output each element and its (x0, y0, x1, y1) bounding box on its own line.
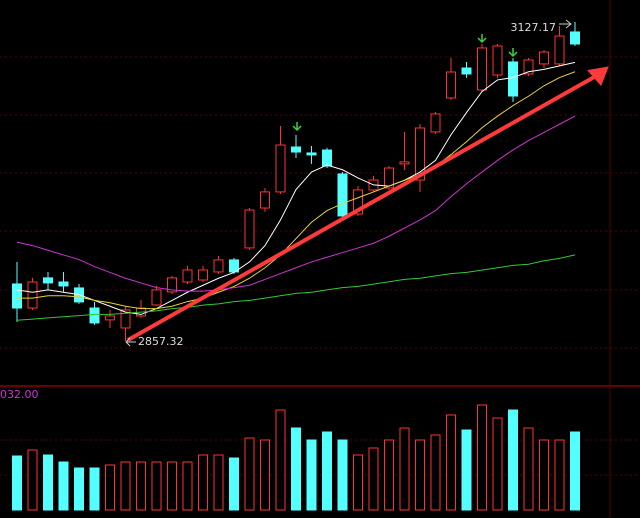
volume-bar (291, 427, 301, 511)
volume-bar (89, 467, 100, 511)
volume-bar (229, 457, 239, 511)
volume-bar (105, 464, 115, 511)
candle-body (275, 144, 286, 193)
volume-bar (27, 449, 38, 511)
volume-bar (198, 454, 208, 511)
volume-bar (74, 467, 84, 511)
volume-bar (322, 431, 332, 511)
volume-bar (477, 404, 487, 511)
volume-bar (415, 439, 425, 511)
volume-bar (337, 439, 348, 511)
volume-bar (151, 461, 162, 511)
volume-bar (58, 461, 69, 511)
volume-bar (244, 437, 255, 511)
candle-body (120, 309, 131, 329)
volume-bar (492, 417, 503, 511)
candle-body (539, 51, 549, 65)
volume-bar (384, 439, 394, 511)
volume-bar (446, 414, 456, 511)
volume-bar (461, 429, 472, 511)
candle-body (89, 307, 100, 324)
volume-bar (43, 454, 53, 511)
candle-body (508, 61, 518, 97)
down-signal (477, 34, 487, 44)
trend-line (127, 74, 597, 342)
down-signal (508, 48, 518, 58)
marks (12, 22, 580, 511)
candle-body (260, 191, 270, 209)
volume-bar (167, 461, 177, 511)
volume-bar (120, 461, 131, 511)
candle-body (430, 113, 441, 133)
arrow-head (587, 66, 609, 86)
candle-body (523, 59, 534, 75)
candle-body (105, 315, 115, 321)
signal-markers (292, 34, 518, 132)
candle-body (554, 35, 565, 65)
candle-body (58, 281, 69, 287)
volume-bar (12, 455, 22, 511)
candle-body (461, 67, 472, 75)
candle-body (492, 45, 503, 76)
volume-bar (368, 447, 379, 511)
volume-bar (523, 427, 534, 511)
candle-body (291, 146, 301, 153)
volume-label: 032.00 (0, 388, 39, 401)
moving-average-line (16, 115, 576, 292)
candle-body (213, 259, 224, 273)
high-pointer (559, 19, 572, 29)
candle-body (151, 289, 162, 306)
candle-body (12, 283, 22, 309)
candle-body (446, 71, 456, 99)
volume-bar (136, 461, 146, 511)
candle-body (415, 127, 425, 181)
volume-bar (275, 409, 286, 511)
volume-bar (353, 454, 363, 511)
candle-body (570, 31, 580, 45)
trend-arrow (127, 66, 609, 342)
volume-bar (570, 431, 580, 511)
candle-body (353, 189, 363, 215)
volume-bar (539, 439, 549, 511)
moving-average-line (16, 254, 576, 321)
volume-bar (508, 409, 518, 511)
candle-body (198, 269, 208, 281)
volume-bar (399, 427, 410, 511)
candle-body (27, 281, 38, 309)
down-signal (292, 122, 302, 132)
candle-body (306, 152, 317, 156)
volume-bar (306, 439, 317, 511)
low-label: 2857.32 (138, 335, 184, 348)
moving-average-line (16, 61, 576, 315)
candle-body (244, 209, 255, 249)
volume-bar (182, 461, 193, 511)
candle-body (182, 269, 193, 283)
moving-average-line (17, 71, 576, 310)
volume-bar (260, 439, 270, 511)
candle-body (337, 173, 348, 217)
candle-body (477, 47, 487, 91)
high-label: 3127.17 (511, 21, 557, 34)
volume-bar (213, 454, 224, 511)
candle-body (167, 277, 177, 293)
low-pointer (125, 337, 136, 347)
candle-body (43, 277, 53, 284)
candle-body (384, 167, 394, 189)
candle-body (322, 149, 332, 167)
volume-bar (430, 434, 441, 511)
volume-bar (554, 439, 565, 511)
candle-body (399, 161, 410, 165)
